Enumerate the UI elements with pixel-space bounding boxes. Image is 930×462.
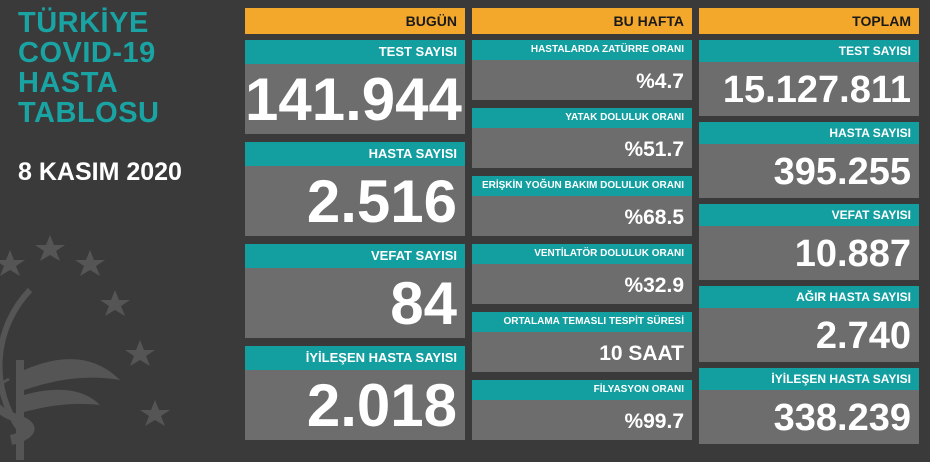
card-value: 10.887 <box>699 226 919 280</box>
card-label: HASTALARDA ZATÜRRE ORANI <box>472 40 692 60</box>
title-line: HASTA <box>18 67 119 99</box>
bed-occupancy-card: YATAK DOLULUK ORANI %51.7 <box>472 108 692 168</box>
icu-occupancy-card: ERİŞKİN YOĞUN BAKIM DOLULUK ORANI %68.5 <box>472 176 692 236</box>
contact-detection-card: ORTALAMA TEMASLI TESPİT SÜRESİ 10 SAAT <box>472 312 692 372</box>
total-patient-card: HASTA SAYISI 395.255 <box>699 122 919 198</box>
card-value: 2.740 <box>699 308 919 362</box>
card-label: YATAK DOLULUK ORANI <box>472 108 692 128</box>
card-label: FİLYASYON ORANI <box>472 380 692 400</box>
card-label: VEFAT SAYISI <box>699 204 919 226</box>
this-week-column: BU HAFTA HASTALARDA ZATÜRRE ORANI %4.7 Y… <box>472 8 692 448</box>
card-value: 15.127.811 <box>699 62 919 116</box>
card-value: %68.5 <box>472 196 692 236</box>
card-value: 84 <box>245 268 465 338</box>
card-label: ORTALAMA TEMASLI TESPİT SÜRESİ <box>472 312 692 332</box>
card-label: VEFAT SAYISI <box>245 244 465 268</box>
card-value: %99.7 <box>472 400 692 440</box>
total-header: TOPLAM <box>699 8 919 34</box>
card-value: 2.018 <box>245 370 465 440</box>
card-label: İYİLEŞEN HASTA SAYISI <box>699 368 919 390</box>
card-value: 141.944 <box>245 64 465 134</box>
card-value: %51.7 <box>472 128 692 168</box>
page-title: TÜRKİYE COVID-19 HASTA TABLOSU <box>18 8 160 128</box>
card-label: TEST SAYISI <box>245 40 465 64</box>
card-value: 2.516 <box>245 166 465 236</box>
total-column: TOPLAM TEST SAYISI 15.127.811 HASTA SAYI… <box>699 8 919 448</box>
report-date: 8 KASIM 2020 <box>18 158 182 186</box>
pneumonia-rate-card: HASTALARDA ZATÜRRE ORANI %4.7 <box>472 40 692 100</box>
total-death-card: VEFAT SAYISI 10.887 <box>699 204 919 280</box>
card-label: HASTA SAYISI <box>699 122 919 144</box>
total-recovered-card: İYİLEŞEN HASTA SAYISI 338.239 <box>699 368 919 444</box>
card-value: 10 SAAT <box>472 332 692 372</box>
today-death-card: VEFAT SAYISI 84 <box>245 244 465 338</box>
card-label: HASTA SAYISI <box>245 142 465 166</box>
card-value: %4.7 <box>472 60 692 100</box>
card-label: TEST SAYISI <box>699 40 919 62</box>
today-header: BUGÜN <box>245 8 465 34</box>
ministry-of-health-emblem-icon <box>0 235 170 460</box>
card-label: İYİLEŞEN HASTA SAYISI <box>245 346 465 370</box>
total-critical-card: AĞIR HASTA SAYISI 2.740 <box>699 286 919 362</box>
total-test-card: TEST SAYISI 15.127.811 <box>699 40 919 116</box>
today-column: BUGÜN TEST SAYISI 141.944 HASTA SAYISI 2… <box>245 8 465 448</box>
today-test-card: TEST SAYISI 141.944 <box>245 40 465 134</box>
ventilator-occupancy-card: VENTİLATÖR DOLULUK ORANI %32.9 <box>472 244 692 304</box>
card-value: %32.9 <box>472 264 692 304</box>
title-line: TABLOSU <box>18 97 160 129</box>
card-label: AĞIR HASTA SAYISI <box>699 286 919 308</box>
this-week-header: BU HAFTA <box>472 8 692 34</box>
title-line: COVID-19 <box>18 37 156 69</box>
card-value: 338.239 <box>699 390 919 444</box>
today-patient-card: HASTA SAYISI 2.516 <box>245 142 465 236</box>
card-label: VENTİLATÖR DOLULUK ORANI <box>472 244 692 264</box>
filiation-rate-card: FİLYASYON ORANI %99.7 <box>472 380 692 440</box>
title-line: TÜRKİYE <box>18 7 149 39</box>
left-panel: TÜRKİYE COVID-19 HASTA TABLOSU 8 KASIM 2… <box>0 0 240 462</box>
card-value: 395.255 <box>699 144 919 198</box>
today-recovered-card: İYİLEŞEN HASTA SAYISI 2.018 <box>245 346 465 440</box>
card-label: ERİŞKİN YOĞUN BAKIM DOLULUK ORANI <box>472 176 692 196</box>
